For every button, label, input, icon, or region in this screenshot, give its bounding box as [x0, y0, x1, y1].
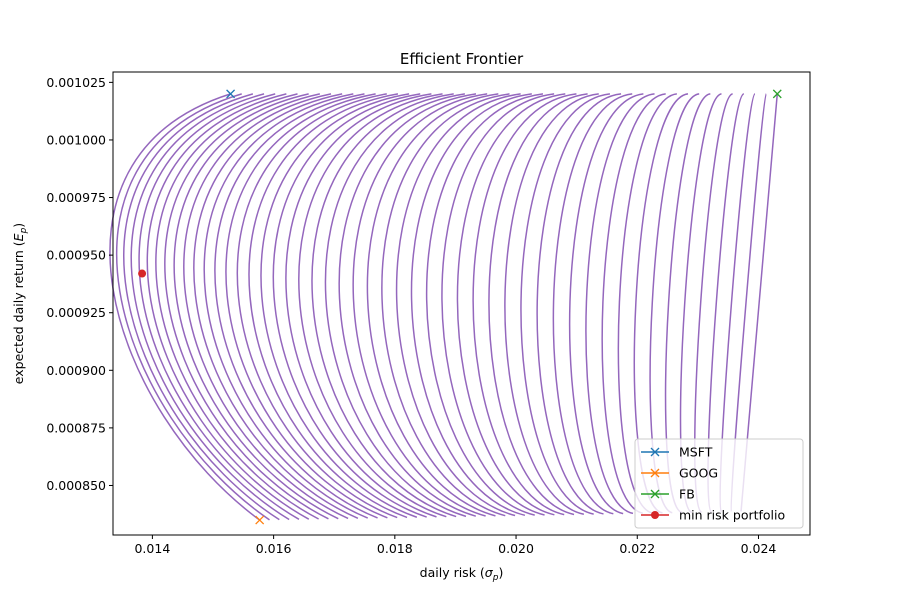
- frontier-curve: [410, 93, 532, 517]
- y-tick-label: 0.000925: [46, 305, 106, 320]
- frontier-curve: [248, 93, 408, 519]
- frontier-curve: [214, 93, 378, 519]
- x-tick-label: 0.022: [619, 541, 655, 556]
- frontier-curve: [504, 93, 599, 516]
- frontier-curve: [260, 93, 418, 518]
- frontier-curve: [472, 93, 577, 516]
- frontier-curve: [366, 93, 499, 517]
- frontier-curve: [155, 93, 319, 520]
- frontier-curve: [298, 93, 447, 518]
- min-risk-portfolio-marker: [138, 269, 147, 278]
- frontier-curve: [285, 93, 437, 518]
- frontier-curve: [352, 93, 488, 517]
- frontier-curve: [441, 93, 555, 516]
- legend: MSFT GOOG FB min risk portfolio: [634, 438, 804, 529]
- plot-frame: [112, 71, 811, 536]
- y-tick-label: 0.000950: [46, 248, 106, 263]
- legend-x-marker: [650, 447, 660, 457]
- legend-box: [634, 438, 804, 529]
- legend-dot-marker: [651, 511, 659, 519]
- legend-entry: min risk portfolio: [641, 508, 785, 523]
- x-axis-label: daily risk (σp): [420, 565, 504, 583]
- y-tick-label: 0.001025: [46, 75, 106, 90]
- legend-label: min risk portfolio: [679, 508, 785, 523]
- frontier-curve: [203, 93, 369, 519]
- y-tick-label: 0.000850: [46, 478, 106, 493]
- frontier-curve: [568, 93, 644, 515]
- x-tick-label: 0.016: [256, 541, 292, 556]
- frontier-curve: [601, 93, 666, 514]
- y-axis-ticks: 0.000850 0.000875 0.000900 0.000925 0.000950…: [46, 75, 113, 493]
- y-tick-label: 0.000900: [46, 363, 106, 378]
- frontier-curve: [138, 93, 300, 520]
- frontier-curve: [123, 93, 280, 521]
- legend-label: MSFT: [679, 445, 713, 460]
- x-tick-label: 0.024: [741, 541, 777, 556]
- x-tick-label: 0.014: [134, 541, 170, 556]
- asset-markers: [138, 89, 782, 525]
- legend-x-marker: [650, 468, 660, 478]
- frontier-curve: [183, 93, 349, 520]
- goog-marker: [255, 515, 265, 525]
- frontier-curve: [488, 93, 588, 516]
- y-tick-label: 0.000875: [46, 420, 106, 435]
- frontier-curve: [456, 93, 566, 516]
- legend-x-marker: [650, 489, 660, 499]
- frontier-curve: [520, 93, 611, 515]
- frontier-curve: [225, 93, 388, 519]
- frontier-curve: [381, 93, 510, 517]
- legend-entry: GOOG: [641, 466, 718, 481]
- frontier-curve: [338, 93, 477, 517]
- frontier-curve: [536, 93, 622, 515]
- frontier-curve: [164, 93, 329, 520]
- frontier-curve: [236, 93, 398, 519]
- y-axis-label: expected daily return (Ep): [11, 223, 29, 384]
- frontier-curve: [324, 93, 467, 518]
- frontier-curve: [193, 93, 359, 519]
- frontier-curve: [173, 93, 339, 520]
- frontier-curve: [552, 93, 633, 515]
- fb-marker: [772, 89, 782, 99]
- frontier-curve: [311, 93, 457, 518]
- frontier-curve: [272, 93, 427, 518]
- y-tick-label: 0.001000: [46, 132, 106, 147]
- frontier-curve: [617, 93, 677, 514]
- legend-entry: MSFT: [641, 445, 713, 460]
- frontier-curve: [130, 93, 290, 521]
- frontier-curve: [115, 93, 270, 521]
- x-tick-label: 0.020: [498, 541, 534, 556]
- frontier-curve: [395, 93, 521, 517]
- frontier-curves: [109, 93, 779, 521]
- x-axis-ticks: 0.014 0.016 0.018 0.020 0.022 0.024: [134, 535, 776, 556]
- legend-label: GOOG: [679, 466, 718, 481]
- chart-title: Efficient Frontier: [400, 50, 524, 68]
- frontier-curve: [425, 93, 544, 516]
- legend-label: FB: [679, 487, 695, 502]
- x-tick-label: 0.018: [377, 541, 413, 556]
- msft-marker: [226, 89, 236, 99]
- y-tick-label: 0.000975: [46, 190, 106, 205]
- legend-entry: FB: [641, 487, 695, 502]
- frontier-curve: [146, 93, 310, 520]
- frontier-curve: [585, 93, 655, 515]
